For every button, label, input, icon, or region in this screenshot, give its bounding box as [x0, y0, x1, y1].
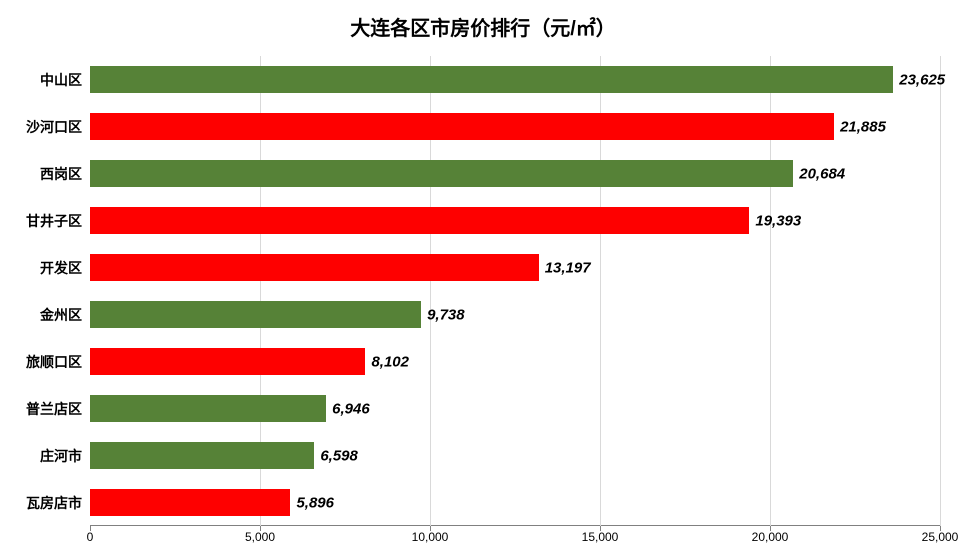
bar-value-label: 8,102 [371, 353, 409, 370]
bar-value-label: 6,598 [320, 447, 358, 464]
bar-row: 甘井子区19,393 [90, 197, 940, 244]
bar-row: 金州区9,738 [90, 291, 940, 338]
bar: 5,896 [90, 489, 290, 516]
bar-value-label: 19,393 [755, 212, 801, 229]
x-tick-label: 15,000 [582, 530, 619, 544]
y-axis-label: 沙河口区 [10, 117, 90, 137]
bar-value-label: 21,885 [840, 118, 886, 135]
bar-value-label: 6,946 [332, 400, 370, 417]
bar: 6,598 [90, 442, 314, 469]
chart-container: 大连各区市房价排行（元/㎡） 05,00010,00015,00020,0002… [0, 0, 966, 556]
y-axis-label: 旅顺口区 [10, 352, 90, 372]
bar-row: 旅顺口区8,102 [90, 338, 940, 385]
x-tick-label: 10,000 [412, 530, 449, 544]
y-axis-label: 庄河市 [10, 446, 90, 466]
x-tick-label: 25,000 [922, 530, 959, 544]
bar-row: 普兰店区6,946 [90, 385, 940, 432]
y-axis-label: 普兰店区 [10, 399, 90, 419]
plot-area: 05,00010,00015,00020,00025,000中山区23,625沙… [90, 56, 940, 526]
bar: 23,625 [90, 66, 893, 93]
bar: 19,393 [90, 207, 749, 234]
bar-row: 中山区23,625 [90, 56, 940, 103]
y-axis-label: 中山区 [10, 70, 90, 90]
chart-title: 大连各区市房价排行（元/㎡） [0, 0, 966, 41]
y-axis-label: 瓦房店市 [10, 493, 90, 513]
y-axis-label: 开发区 [10, 258, 90, 278]
y-axis-label: 甘井子区 [10, 211, 90, 231]
bar-row: 开发区13,197 [90, 244, 940, 291]
bar-value-label: 13,197 [545, 259, 591, 276]
x-tick-label: 5,000 [245, 530, 275, 544]
bar-value-label: 20,684 [799, 165, 845, 182]
x-tick-label: 0 [87, 530, 94, 544]
y-axis-label: 金州区 [10, 305, 90, 325]
bar-row: 瓦房店市5,896 [90, 479, 940, 526]
bar: 8,102 [90, 348, 365, 375]
bar-value-label: 5,896 [296, 494, 334, 511]
bar-value-label: 23,625 [899, 71, 945, 88]
bar: 6,946 [90, 395, 326, 422]
bar: 13,197 [90, 254, 539, 281]
bar: 20,684 [90, 160, 793, 187]
bar-value-label: 9,738 [427, 306, 465, 323]
bar-row: 庄河市6,598 [90, 432, 940, 479]
y-axis-label: 西岗区 [10, 164, 90, 184]
bar-row: 西岗区20,684 [90, 150, 940, 197]
gridline [940, 56, 941, 526]
x-tick-label: 20,000 [752, 530, 789, 544]
bar: 21,885 [90, 113, 834, 140]
bar: 9,738 [90, 301, 421, 328]
bar-row: 沙河口区21,885 [90, 103, 940, 150]
